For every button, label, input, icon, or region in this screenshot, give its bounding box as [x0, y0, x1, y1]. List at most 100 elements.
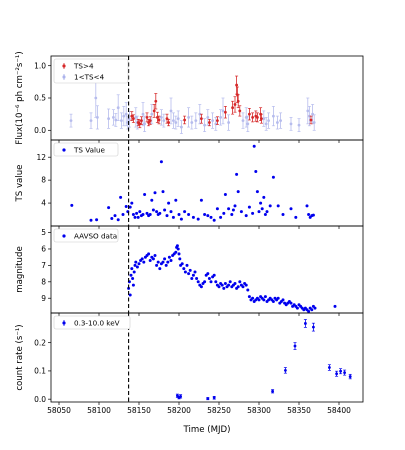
y-axis-label-xrt: count rate (s⁻¹) — [15, 324, 25, 390]
y-tick-label-ts: 8 — [41, 176, 46, 185]
data-point — [289, 122, 293, 126]
data-point — [161, 190, 165, 194]
data-point — [145, 115, 149, 119]
data-point — [135, 211, 139, 215]
data-point — [333, 304, 337, 308]
data-point — [179, 217, 183, 221]
data-point — [167, 255, 171, 259]
data-point — [131, 283, 135, 287]
panel-ts: 4 8 12 TS value TS Value — [15, 139, 364, 229]
data-point — [244, 283, 248, 287]
data-point — [140, 257, 144, 261]
data-point — [311, 213, 315, 217]
data-point — [223, 281, 227, 285]
data-point — [182, 267, 186, 271]
data-point — [141, 112, 145, 116]
data-point — [306, 109, 310, 113]
data-point — [312, 121, 316, 124]
data-point — [148, 258, 152, 262]
data-point — [251, 115, 255, 119]
data-point — [231, 106, 235, 110]
data-point — [264, 122, 268, 126]
data-point — [313, 306, 317, 310]
data-point — [196, 280, 200, 284]
panel-flux: 0.0 0.5 1.0 Flux(10⁻⁶ ph cm⁻²s⁻¹) TS>4 1<TS<4 — [15, 51, 364, 145]
data-point — [241, 285, 245, 289]
data-point — [230, 213, 234, 217]
data-point — [128, 205, 132, 209]
data-point — [335, 372, 338, 376]
data-point — [134, 115, 138, 119]
x-tick-label: 58250 — [207, 406, 231, 415]
data-point — [116, 218, 120, 222]
data-point — [203, 280, 207, 284]
data-point — [131, 213, 135, 217]
data-point — [281, 213, 285, 217]
data-point — [223, 192, 227, 196]
y-tick-label-magnitude: 6 — [41, 245, 46, 254]
y-tick-label-xrt: 0.1 — [34, 367, 46, 376]
data-point — [212, 218, 216, 222]
y-tick-label-flux: 1.0 — [34, 61, 46, 70]
series-AAVSO data — [127, 244, 337, 313]
data-point — [152, 109, 156, 113]
data-point — [133, 215, 137, 219]
y-tick-label-flux: 0.5 — [34, 94, 46, 103]
legend-marker — [62, 64, 66, 68]
data-point — [228, 280, 232, 284]
data-point — [209, 215, 213, 219]
data-point — [348, 375, 352, 378]
data-point — [94, 96, 98, 100]
data-point — [263, 295, 267, 299]
y-tick-label-magnitude: 7 — [41, 261, 46, 270]
data-point — [203, 213, 207, 217]
data-point — [222, 211, 226, 215]
data-point — [180, 125, 183, 129]
data-point — [132, 270, 136, 274]
data-point — [130, 267, 134, 271]
data-point — [151, 257, 155, 261]
data-point — [289, 301, 293, 305]
data-point — [239, 210, 243, 214]
data-point — [227, 207, 231, 211]
data-point — [190, 121, 194, 124]
data-point — [169, 210, 173, 214]
data-point — [293, 344, 297, 348]
data-point — [124, 112, 128, 116]
data-point — [236, 285, 240, 289]
data-point — [312, 325, 315, 329]
data-point — [271, 300, 275, 304]
data-point — [259, 201, 263, 205]
plot-frame-xrt — [50, 312, 364, 403]
series-0.3-10.0 keV — [175, 319, 352, 401]
data-point — [153, 254, 157, 258]
data-point — [309, 118, 313, 122]
y-tick-label-xrt: 0.2 — [34, 338, 46, 347]
data-point — [121, 213, 125, 217]
x-tick-label: 58050 — [47, 406, 71, 415]
data-point — [339, 369, 342, 373]
data-point — [180, 262, 184, 266]
data-point — [156, 260, 160, 264]
data-point — [167, 121, 171, 124]
data-point — [151, 208, 155, 212]
data-point — [124, 205, 128, 209]
data-point — [310, 308, 314, 312]
data-point — [177, 252, 181, 256]
x-tick-label: 58350 — [287, 406, 311, 415]
data-point — [187, 115, 191, 119]
legend-marker — [62, 75, 66, 79]
data-point — [130, 201, 134, 205]
data-point — [183, 210, 187, 214]
data-point — [163, 257, 167, 261]
y-axis-label-flux: Flux(10⁻⁶ ph cm⁻²s⁻¹) — [15, 51, 25, 144]
data-point — [307, 309, 311, 313]
data-point — [236, 99, 240, 103]
x-tick-label: 58200 — [167, 406, 191, 415]
data-point — [196, 217, 200, 221]
data-point — [208, 121, 211, 124]
y-tick-label-flux: 0.0 — [34, 126, 46, 135]
data-point — [305, 204, 309, 208]
data-point — [217, 285, 221, 289]
